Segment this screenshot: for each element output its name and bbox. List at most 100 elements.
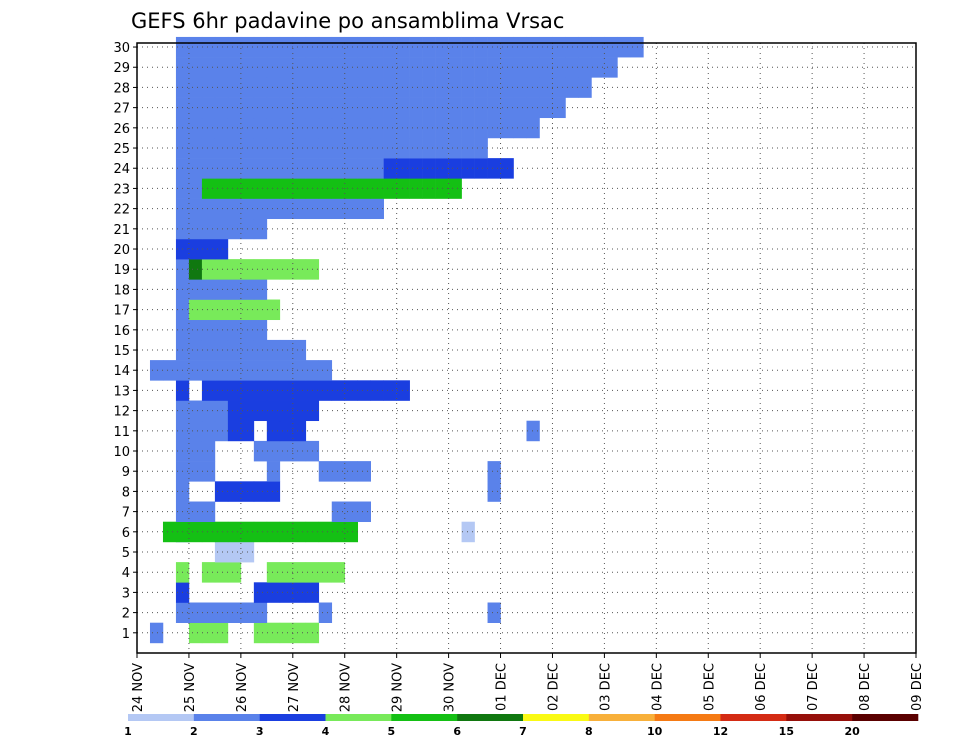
heatmap-cell — [188, 461, 203, 482]
heatmap-cell — [344, 380, 359, 401]
y-tick-label: 5 — [122, 546, 130, 561]
heatmap-cell — [292, 117, 307, 139]
heatmap-cell — [552, 57, 566, 78]
heatmap-cell — [474, 77, 488, 98]
heatmap-cell — [604, 36, 618, 58]
heatmap-cell — [604, 57, 618, 78]
heatmap-cell — [461, 158, 475, 179]
heatmap-cell — [227, 521, 242, 543]
heatmap-cell — [318, 57, 333, 78]
heatmap-cell — [266, 420, 281, 442]
heatmap-cell — [487, 602, 501, 623]
heatmap-cell — [383, 158, 397, 179]
heatmap-cell — [513, 36, 527, 58]
heatmap-cell — [344, 117, 359, 139]
heatmap-cell — [188, 360, 203, 381]
heatmap-cell — [422, 57, 436, 78]
heatmap-cell — [461, 36, 475, 58]
heatmap-cell — [266, 380, 281, 401]
heatmap-cell — [318, 602, 333, 623]
heatmap-cell — [214, 541, 229, 563]
y-tick-label: 26 — [113, 122, 130, 137]
heatmap-cell — [357, 77, 371, 98]
heatmap-cell — [188, 36, 203, 58]
heatmap-cell — [513, 57, 527, 78]
colorbar-label: 15 — [779, 725, 794, 738]
heatmap-cell — [227, 218, 242, 240]
heatmap-cell — [266, 299, 281, 321]
heatmap-cell — [266, 158, 281, 179]
colorbar-segment — [523, 714, 590, 721]
heatmap-cell — [188, 158, 203, 179]
heatmap-cell — [149, 622, 164, 644]
heatmap-cell — [279, 137, 294, 159]
heatmap-cell — [227, 319, 242, 341]
heatmap-cell — [331, 97, 346, 119]
heatmap-cell — [227, 178, 242, 199]
colorbar-label: 20 — [845, 725, 861, 738]
heatmap-cell — [253, 117, 268, 139]
heatmap-cell — [253, 360, 268, 381]
heatmap-cell — [331, 137, 346, 159]
y-tick-label: 12 — [113, 405, 130, 420]
y-tick-label: 27 — [113, 102, 130, 117]
heatmap-cell — [539, 77, 553, 98]
heatmap-cell — [383, 36, 397, 58]
heatmap-cell — [188, 501, 203, 523]
heatmap-cell — [201, 400, 216, 422]
y-tick-label: 30 — [113, 41, 130, 56]
heatmap-cell — [331, 178, 346, 199]
heatmap-cell — [201, 339, 216, 361]
heatmap-cell — [227, 420, 242, 442]
y-tick-label: 13 — [113, 384, 130, 399]
heatmap-cell — [396, 158, 410, 179]
colorbar-segment — [457, 714, 524, 721]
heatmap-cell — [279, 562, 294, 583]
heatmap-cell — [201, 602, 216, 623]
heatmap-cell — [448, 158, 462, 179]
heatmap-cell — [279, 198, 294, 220]
heatmap-cell — [201, 380, 216, 401]
heatmap-cell — [292, 440, 307, 462]
heatmap-cell — [201, 218, 216, 240]
heatmap-cell — [461, 117, 475, 139]
heatmap-cell — [227, 299, 242, 321]
heatmap-cell — [214, 137, 229, 159]
heatmap-cell — [383, 380, 397, 401]
heatmap-cell — [292, 137, 307, 159]
heatmap-cell — [162, 360, 177, 381]
heatmap-cell — [292, 420, 307, 442]
heatmap-cell — [331, 117, 346, 139]
heatmap-cell — [526, 117, 540, 139]
grid-lines — [137, 43, 916, 653]
heatmap-cell — [214, 622, 229, 644]
heatmap-cell — [201, 299, 216, 321]
heatmap-cell — [253, 77, 268, 98]
heatmap-cell — [396, 380, 410, 401]
heatmap-cell — [188, 97, 203, 119]
heatmap-cell — [279, 178, 294, 199]
heatmap-cell — [461, 77, 475, 98]
heatmap-cell — [396, 77, 410, 98]
y-tick-label: 18 — [113, 283, 130, 298]
colorbar-label: 5 — [388, 725, 396, 738]
heatmap-cell — [474, 36, 488, 58]
heatmap-cell — [253, 319, 268, 341]
heatmap-cell — [448, 178, 462, 199]
heatmap-cell — [188, 299, 203, 321]
heatmap-cell — [292, 178, 307, 199]
heatmap-cell — [201, 461, 216, 482]
heatmap-cell — [461, 57, 475, 78]
heatmap-cell — [188, 117, 203, 139]
heatmap-cell — [578, 57, 592, 78]
colorbar-segment — [786, 714, 853, 721]
heatmap-cell — [279, 77, 294, 98]
heatmap-cell — [526, 57, 540, 78]
heatmap-cell — [253, 481, 268, 502]
heatmap-cell — [487, 97, 501, 119]
heatmap-cell — [292, 521, 307, 543]
heatmap-cell — [279, 57, 294, 78]
y-tick-label: 14 — [113, 364, 130, 379]
heatmap-cell — [253, 622, 268, 644]
colorbar-segment — [325, 714, 392, 721]
